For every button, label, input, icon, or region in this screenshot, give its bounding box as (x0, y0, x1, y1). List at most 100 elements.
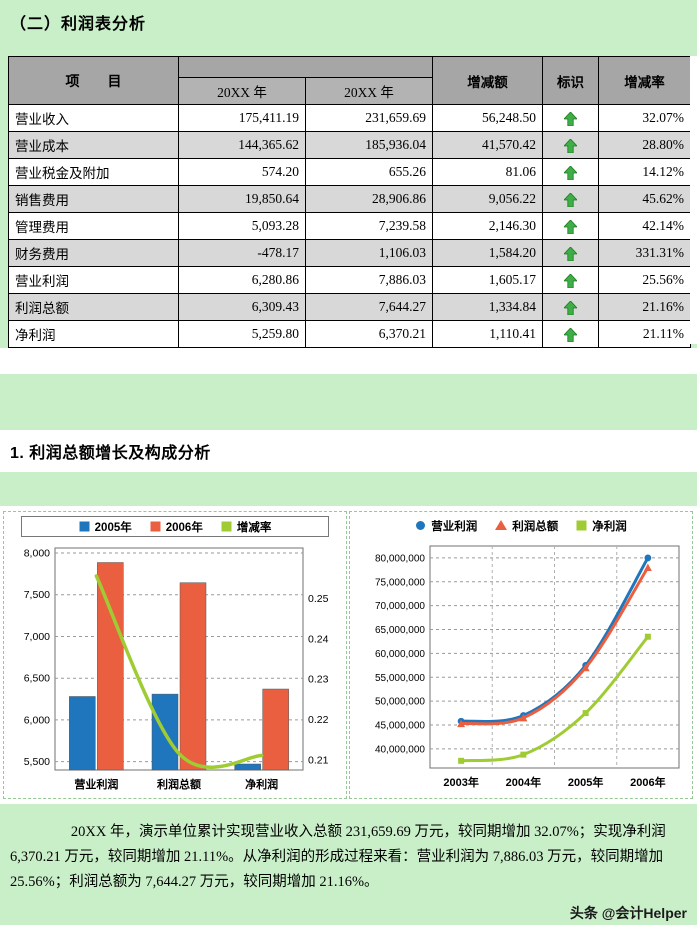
section2-heading-band: 2. 成本费用分析 (0, 924, 697, 934)
legend-label: 净利润 (592, 520, 627, 533)
row-item-label: 营业收入 (8, 104, 179, 132)
cell-year2-value: 28,906.86 (305, 185, 433, 213)
page-title: （二）利润表分析 (10, 16, 147, 33)
svg-text:6,500: 6,500 (24, 673, 50, 685)
col-header-year2: 20XX 年 (305, 77, 433, 105)
row-item-label: 营业税金及附加 (8, 158, 179, 186)
table-row: 营业成本 144,365.62 185,936.04 41,570.42 28.80% (8, 131, 691, 159)
legend-square-marker (576, 520, 587, 531)
cell-year1-value: 19,850.64 (178, 185, 306, 213)
svg-text:0.23: 0.23 (308, 674, 329, 686)
legend-square-marker (150, 521, 161, 532)
cell-year2-value: 231,659.69 (305, 104, 433, 132)
svg-text:2004年: 2004年 (505, 775, 540, 789)
cell-change-value: 81.06 (432, 158, 543, 186)
legend-square-marker (221, 521, 232, 532)
legend-label: 2005年 (94, 521, 132, 534)
svg-text:净利润: 净利润 (245, 777, 278, 791)
cell-year1-value: 175,411.19 (178, 104, 306, 132)
svg-text:6,000: 6,000 (24, 714, 50, 726)
legend-item: 2005年 (79, 519, 132, 535)
svg-text:7,500: 7,500 (24, 589, 50, 601)
legend-item: 2006年 (150, 519, 203, 535)
cell-year1-value: 6,309.43 (178, 293, 306, 321)
analysis-paragraph: 20XX 年，演示单位累计实现营业收入总额 231,659.69 万元，较同期增… (10, 824, 666, 890)
cell-year2-value: 655.26 (305, 158, 433, 186)
cell-year1-value: 6,280.86 (178, 266, 306, 294)
line-chart-panel: 营业利润 利润总额 净利润 40,000,000 45,000,000 50,000,0… (349, 511, 693, 799)
table-row: 营业税金及附加 574.20 655.26 81.06 14.12% (8, 158, 691, 186)
cell-rate-value: 45.62% (598, 185, 691, 213)
cell-year2-value: 1,106.03 (305, 239, 433, 267)
cell-year2-value: 7,239.58 (305, 212, 433, 240)
section2-heading: 2. 成本费用分析 (10, 930, 697, 934)
svg-text:2005年: 2005年 (567, 775, 602, 789)
svg-text:80,000,000: 80,000,000 (374, 553, 424, 564)
cell-flag (542, 239, 599, 267)
cell-year1-value: 574.20 (178, 158, 306, 186)
legend-triangle-marker (495, 520, 508, 530)
legend-item: 营业利润 (415, 518, 477, 534)
line-chart-legend: 营业利润 利润总额 净利润 (351, 516, 691, 535)
table-row: 营业收入 175,411.19 231,659.69 56,248.50 32.07% (8, 104, 691, 132)
cell-flag (542, 212, 599, 240)
svg-text:0.22: 0.22 (308, 714, 329, 726)
col-header-years-band (178, 56, 433, 78)
cell-flag (542, 320, 599, 348)
cell-year1-value: 144,365.62 (178, 131, 306, 159)
row-item-label: 管理费用 (8, 212, 179, 240)
watermark: 头条 @会计Helper (569, 904, 687, 921)
row-item-label: 营业成本 (8, 131, 179, 159)
svg-text:0.21: 0.21 (308, 754, 329, 766)
cell-flag (542, 185, 599, 213)
cell-change-value: 41,570.42 (432, 131, 543, 159)
charts-area: 2005年 2006年 增减率 5,500 6,000 6,500 7,000 7,500 8… (0, 506, 697, 804)
up-arrow-icon (563, 165, 578, 181)
svg-text:70,000,000: 70,000,000 (374, 601, 424, 612)
cell-change-value: 56,248.50 (432, 104, 543, 132)
cell-flag (542, 131, 599, 159)
spacer (0, 374, 697, 430)
up-arrow-icon (563, 219, 578, 235)
cell-year1-value: -478.17 (178, 239, 306, 267)
legend-item: 净利润 (576, 518, 627, 534)
cell-rate-value: 25.56% (598, 266, 691, 294)
cell-change-value: 1,334.84 (432, 293, 543, 321)
svg-text:2006年: 2006年 (630, 775, 665, 789)
svg-text:利润总额: 利润总额 (157, 777, 201, 791)
profit-analysis-table: 项 目 增减额 标识 增减率 20XX 年 20XX 年 营业收入 175,411… (8, 56, 691, 348)
cell-flag (542, 158, 599, 186)
up-arrow-icon (563, 246, 578, 262)
svg-text:45,000,000: 45,000,000 (374, 721, 424, 732)
legend-label: 增减率 (236, 521, 272, 534)
cell-year1-value: 5,259.80 (178, 320, 306, 348)
section1-heading: 1. 利润总额增长及构成分析 (10, 445, 211, 462)
cell-year2-value: 185,936.04 (305, 131, 433, 159)
svg-text:65,000,000: 65,000,000 (374, 625, 424, 636)
svg-text:2003年: 2003年 (443, 775, 478, 789)
cell-rate-value: 28.80% (598, 131, 691, 159)
blank-row (0, 348, 697, 374)
cell-change-value: 9,056.22 (432, 185, 543, 213)
up-arrow-icon (563, 273, 578, 289)
up-arrow-icon (563, 111, 578, 127)
cell-rate-value: 331.31% (598, 239, 691, 267)
cell-flag (542, 266, 599, 294)
cell-year1-value: 5,093.28 (178, 212, 306, 240)
legend-label: 2006年 (165, 521, 203, 534)
up-arrow-icon (563, 327, 578, 343)
cell-change-value: 1,605.17 (432, 266, 543, 294)
row-item-label: 财务费用 (8, 239, 179, 267)
legend-label: 营业利润 (431, 520, 478, 533)
svg-text:50,000,000: 50,000,000 (374, 697, 424, 708)
col-header-change: 增减额 (432, 56, 543, 105)
table-row: 销售费用 19,850.64 28,906.86 9,056.22 45.62% (8, 185, 691, 213)
table-row: 利润总额 6,309.43 7,644.27 1,334.84 21.16% (8, 293, 691, 321)
row-item-label: 净利润 (8, 320, 179, 348)
row-item-label: 营业利润 (8, 266, 179, 294)
svg-text:7,000: 7,000 (24, 631, 50, 643)
cell-rate-value: 42.14% (598, 212, 691, 240)
up-arrow-icon (563, 138, 578, 154)
up-arrow-icon (563, 192, 578, 208)
